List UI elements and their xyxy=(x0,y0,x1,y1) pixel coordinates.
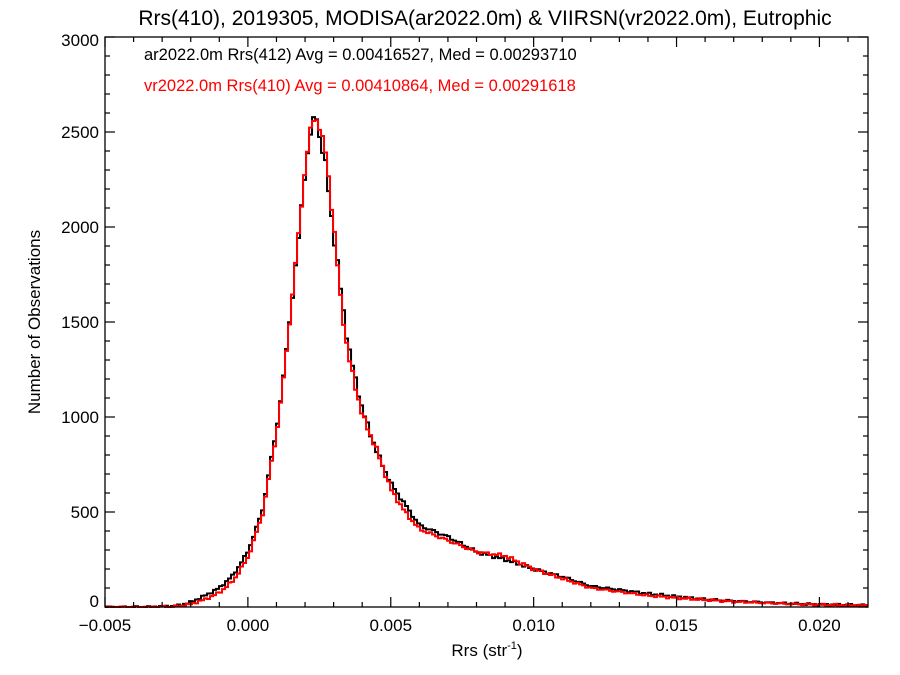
y-tick-label: 2000 xyxy=(61,218,99,237)
y-tick-label: 500 xyxy=(71,503,99,522)
x-tick-label: 0.005 xyxy=(369,616,412,635)
y-tick-label: 3000 xyxy=(61,31,99,50)
series-0-histogram-line xyxy=(105,116,869,608)
legend-entry-modisa: ar2022.0m Rrs(412) Avg = 0.00416527, Med… xyxy=(144,46,577,64)
x-axis-label: Rrs (str-1) xyxy=(451,640,522,660)
x-tick-label: 0.020 xyxy=(798,616,841,635)
x-axis-label-close: ) xyxy=(517,641,523,660)
x-axis-label-base: Rrs (str xyxy=(451,641,507,660)
y-axis-label: Number of Observations xyxy=(25,230,44,414)
plot-frame xyxy=(104,36,869,608)
x-tick-label: −0.005 xyxy=(79,616,131,635)
x-tick-label: 0.010 xyxy=(512,616,555,635)
chart-title: Rrs(410), 2019305, MODISA(ar2022.0m) & V… xyxy=(138,7,831,30)
y-tick-label: 0 xyxy=(90,592,99,611)
x-tick-label: 0.000 xyxy=(227,616,270,635)
y-tick-label: 2500 xyxy=(61,123,99,142)
x-axis-label-superscript: -1 xyxy=(507,640,517,652)
ticks-layer: −0.005 0.000 0.005 0.010 0.015 0.020 0 500 1000 1… xyxy=(61,31,868,635)
series-1-histogram-line xyxy=(105,119,869,608)
y-tick-label: 1500 xyxy=(61,313,99,332)
y-tick-label: 1000 xyxy=(61,408,99,427)
series-layer xyxy=(105,116,869,608)
x-tick-label: 0.015 xyxy=(655,616,698,635)
legend-entry-viirsn: vr2022.0m Rrs(410) Avg = 0.00410864, Med… xyxy=(144,77,576,95)
